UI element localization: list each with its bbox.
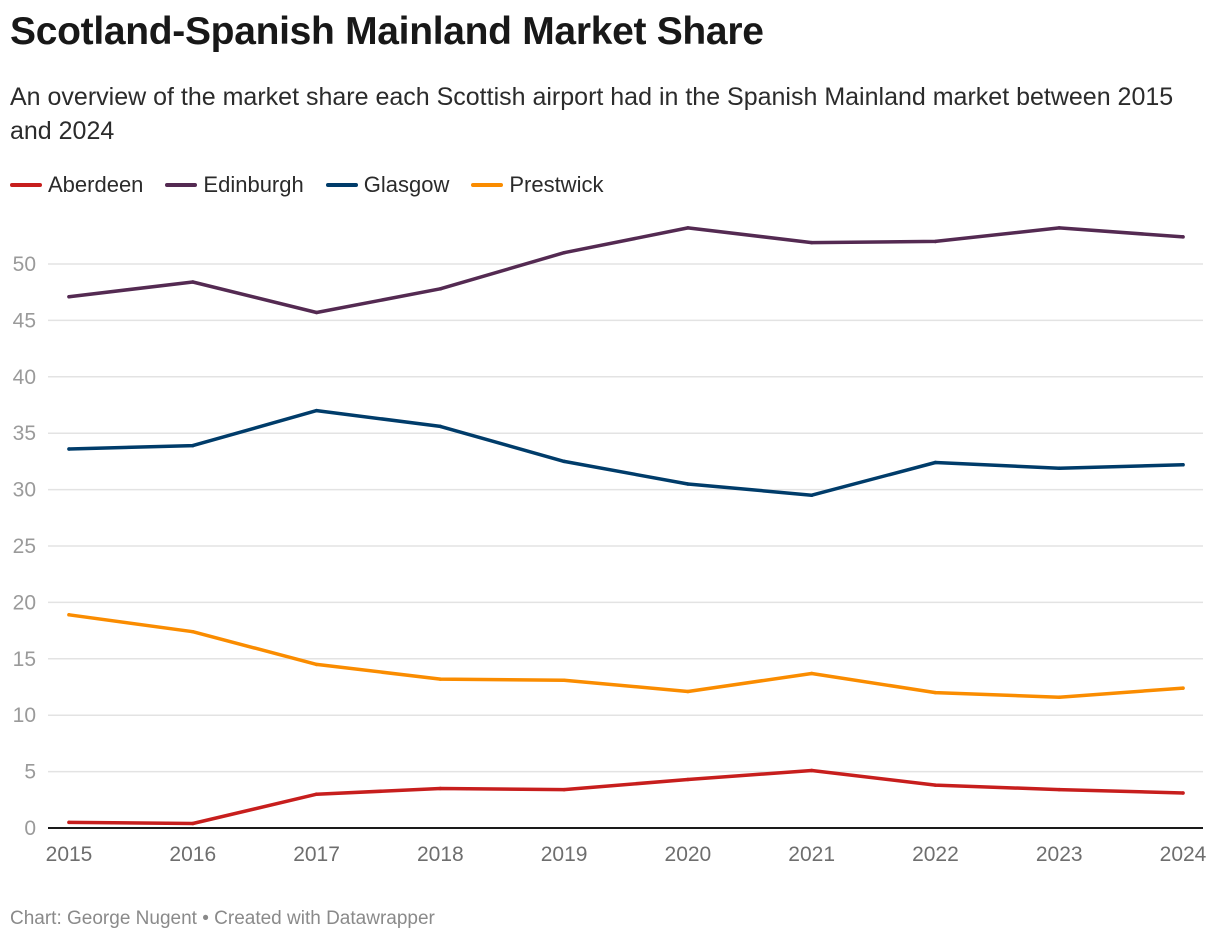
data-point-prestwick-2017 [314, 662, 319, 667]
x-tick-label: 2021 [788, 843, 835, 866]
y-tick-label: 15 [13, 648, 36, 671]
data-point-prestwick-2020 [686, 689, 690, 694]
data-point-prestwick-2023 [1057, 695, 1061, 699]
data-point-glasgow-2021 [809, 493, 814, 497]
data-point-edinburgh-2017 [314, 310, 319, 315]
data-point-prestwick-2024 [1181, 686, 1185, 690]
data-point-edinburgh-2018 [438, 287, 443, 291]
data-point-aberdeen-2017 [314, 792, 319, 796]
x-tick-label: 2018 [417, 843, 464, 866]
data-point-aberdeen-2019 [562, 787, 566, 792]
data-point-aberdeen-2020 [686, 777, 690, 782]
legend-item-prestwick: Prestwick [471, 172, 603, 198]
chart-subtitle: An overview of the market share each Sco… [10, 83, 1174, 145]
data-point-glasgow-2020 [686, 482, 690, 486]
y-tick-label: 0 [24, 817, 36, 840]
x-tick-label: 2019 [541, 843, 588, 866]
series-line-edinburgh [67, 226, 1185, 315]
x-tick-label: 2023 [1036, 843, 1083, 866]
y-tick-label: 25 [13, 535, 36, 558]
chart-credit: Chart: George Nugent • Created with Data… [10, 908, 435, 929]
data-point-aberdeen-2021 [809, 768, 814, 773]
y-tick-label: 35 [13, 422, 36, 445]
x-tick-label: 2015 [46, 843, 93, 866]
data-point-edinburgh-2015 [67, 294, 71, 299]
data-point-prestwick-2018 [438, 677, 443, 681]
y-tick-label: 10 [13, 704, 36, 727]
y-tick-label: 45 [13, 309, 36, 332]
y-tick-label: 30 [13, 479, 36, 502]
legend-label-prestwick: Prestwick [509, 172, 604, 197]
series-lines [67, 226, 1185, 826]
y-axis: 0 5 10 15 20 25 30 35 40 45 50 [13, 253, 36, 840]
data-point-edinburgh-2019 [562, 250, 566, 255]
legend-swatch-aberdeen [10, 183, 42, 187]
data-point-glasgow-2024 [1181, 463, 1185, 467]
x-tick-label: 2024 [1160, 843, 1207, 866]
data-point-edinburgh-2024 [1181, 235, 1185, 239]
data-point-aberdeen-2022 [933, 783, 938, 787]
data-point-edinburgh-2023 [1057, 226, 1061, 230]
x-tick-label: 2022 [912, 843, 959, 866]
y-tick-label: 50 [13, 253, 36, 276]
y-tick-label: 40 [13, 366, 36, 389]
gridlines [48, 263, 1203, 829]
data-point-edinburgh-2016 [191, 280, 195, 284]
data-point-aberdeen-2023 [1057, 787, 1061, 792]
legend-label-aberdeen: Aberdeen [48, 172, 144, 197]
y-tick-label: 20 [13, 591, 36, 614]
data-point-prestwick-2015 [67, 613, 71, 617]
series-line-aberdeen [67, 768, 1185, 826]
series-line-prestwick [67, 613, 1185, 699]
legend-label-edinburgh: Edinburgh [203, 172, 304, 197]
chart-title: Scotland-Spanish Mainland Market Share [10, 10, 764, 53]
x-axis: 2015 2016 2017 2018 2019 2020 2021 2022 2023 2024 [46, 843, 1207, 866]
data-point-prestwick-2021 [809, 671, 814, 676]
data-point-glasgow-2019 [562, 459, 566, 464]
legend-swatch-edinburgh [165, 183, 198, 187]
data-point-glasgow-2018 [438, 424, 443, 429]
data-point-aberdeen-2024 [1181, 791, 1185, 795]
data-point-prestwick-2022 [933, 690, 938, 695]
data-point-aberdeen-2018 [438, 786, 443, 791]
legend-label-glasgow: Glasgow [363, 172, 450, 197]
legend-swatch-prestwick [471, 183, 504, 187]
data-point-edinburgh-2020 [686, 226, 690, 230]
data-point-aberdeen-2016 [191, 821, 195, 826]
data-point-aberdeen-2015 [67, 820, 71, 825]
x-tick-label: 2017 [293, 843, 340, 866]
legend-item-glasgow: Glasgow [325, 172, 450, 198]
x-tick-label: 2020 [665, 843, 712, 866]
data-point-glasgow-2017 [314, 408, 319, 413]
legend-item-aberdeen: Aberdeen [10, 172, 143, 198]
legend-swatch-glasgow [325, 183, 358, 187]
data-point-edinburgh-2022 [933, 239, 938, 244]
data-point-edinburgh-2021 [809, 240, 814, 245]
legend-item-edinburgh: Edinburgh [165, 172, 304, 198]
data-point-prestwick-2016 [191, 629, 195, 634]
data-point-glasgow-2016 [191, 443, 195, 448]
y-tick-label: 5 [24, 761, 36, 784]
legend: Aberdeen Edinburgh Glasgow Prestwick [10, 172, 603, 198]
x-tick-label: 2016 [169, 843, 216, 866]
data-point-prestwick-2019 [562, 678, 566, 682]
data-point-glasgow-2022 [933, 460, 938, 465]
data-point-glasgow-2015 [67, 447, 71, 451]
series-line-glasgow [67, 408, 1185, 497]
data-point-glasgow-2023 [1057, 466, 1061, 470]
